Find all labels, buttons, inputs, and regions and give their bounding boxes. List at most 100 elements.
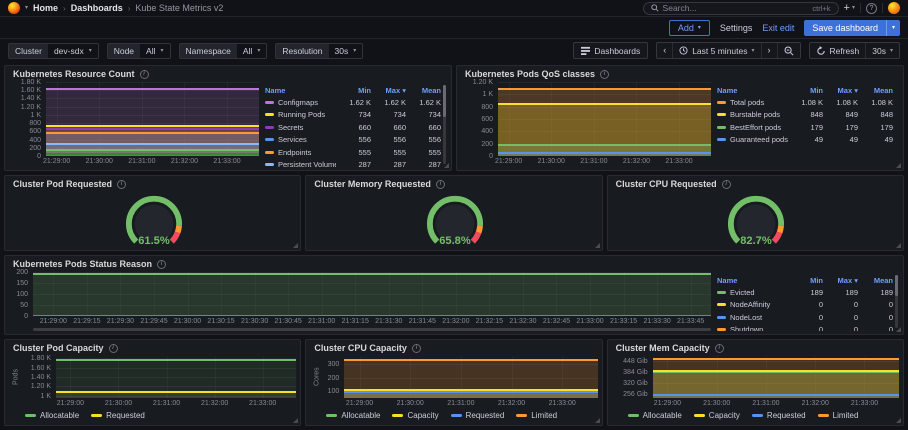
legend-item[interactable]: Capacity: [392, 411, 439, 420]
dashboards-button[interactable]: Dashboards: [573, 42, 649, 59]
panel-header[interactable]: Cluster CPU Requested i: [608, 176, 903, 192]
y-tick-label: 400: [481, 128, 493, 136]
exit-edit-button[interactable]: Exit edit: [762, 22, 795, 33]
refresh-interval-picker[interactable]: 30s ▾: [865, 43, 899, 58]
legend-item[interactable]: Capacity: [693, 411, 740, 420]
info-icon[interactable]: i: [108, 343, 118, 353]
gridline-horizontal: [56, 377, 297, 378]
legend-item[interactable]: Services 556 556 556: [265, 134, 441, 147]
gridline-vertical: [593, 82, 595, 156]
search-input[interactable]: Search... ctrl+k: [642, 1, 839, 15]
legend-item[interactable]: Requested: [91, 411, 145, 420]
variable-resolution[interactable]: Resolution 30s ▾: [275, 42, 364, 59]
legend-scrollbar[interactable]: [443, 85, 446, 164]
breadcrumb-home[interactable]: Home: [33, 3, 59, 13]
legend-item[interactable]: Requested: [450, 411, 505, 420]
legend-item[interactable]: Limited: [817, 411, 858, 420]
x-tick-label: 21:30:30: [240, 318, 269, 325]
info-icon[interactable]: i: [714, 343, 724, 353]
legend-item[interactable]: NodeAffinity 0 0 0: [717, 299, 893, 312]
legend-col-min[interactable]: Min: [810, 275, 823, 285]
legend-item[interactable]: Persistent Volume Claims 287 287 287: [265, 159, 441, 167]
legend-item[interactable]: Configmaps 1.62 K 1.62 K 1.62 K: [265, 96, 441, 109]
info-icon[interactable]: i: [435, 179, 445, 189]
series-fill: [344, 390, 598, 398]
settings-button[interactable]: Settings: [719, 22, 753, 33]
legend-col-mean[interactable]: Mean: [873, 275, 893, 285]
legend-col-max[interactable]: Max ▾: [837, 85, 858, 95]
time-shift-forward-button[interactable]: ›: [760, 43, 777, 58]
legend-col-min[interactable]: Min: [358, 85, 371, 95]
variable-namespace[interactable]: Namespace All ▾: [178, 42, 268, 59]
horizontal-scrollbar[interactable]: [33, 328, 711, 331]
grafana-logo-icon[interactable]: [8, 2, 20, 14]
legend-scrollbar[interactable]: [895, 275, 898, 328]
info-icon[interactable]: i: [157, 259, 167, 269]
panel-header[interactable]: Kubernetes Pods QoS classes i: [457, 66, 903, 82]
chevron-down-icon[interactable]: ▾: [25, 5, 29, 11]
x-tick-label: 21:31:00: [447, 400, 475, 407]
save-dashboard-dropdown[interactable]: ▾: [885, 19, 900, 36]
chevron-down-icon: ▾: [257, 47, 261, 54]
breadcrumb-dashboards[interactable]: Dashboards: [70, 3, 123, 13]
legend-item[interactable]: Allocatable: [326, 411, 380, 420]
info-icon[interactable]: i: [721, 179, 731, 189]
avatar[interactable]: [888, 2, 900, 14]
legend-col-mean[interactable]: Mean: [873, 85, 893, 95]
legend-col-max[interactable]: Max ▾: [385, 85, 406, 95]
legend-item[interactable]: Guaranteed pods 49 49 49: [717, 134, 893, 147]
panel-header[interactable]: Cluster Pod Capacity i: [5, 340, 300, 356]
legend-col-min[interactable]: Min: [810, 85, 823, 95]
save-dashboard-button[interactable]: Save dashboard ▾: [804, 19, 900, 36]
variable-cluster[interactable]: Cluster dev-sdx ▾: [8, 42, 99, 59]
legend-item[interactable]: Total pods 1.08 K 1.08 K 1.08 K: [717, 96, 893, 109]
legend-item[interactable]: Requested: [751, 411, 806, 420]
help-icon[interactable]: ?: [866, 2, 877, 14]
variable-node[interactable]: Node All ▾: [106, 42, 171, 59]
time-range-picker[interactable]: Last 5 minutes ▾: [672, 43, 760, 58]
legend-item[interactable]: Evicted 189 189 189: [717, 286, 893, 299]
info-icon[interactable]: i: [600, 69, 610, 79]
panel-header[interactable]: Cluster Mem Capacity i: [608, 340, 903, 356]
series-color-swatch: [265, 150, 274, 154]
legend-col-name[interactable]: Name: [265, 85, 286, 95]
legend-item[interactable]: Secrets 660 660 660: [265, 121, 441, 134]
legend-col-name[interactable]: Name: [717, 275, 738, 285]
series-name: Requested: [465, 411, 505, 420]
search-placeholder: Search...: [662, 3, 697, 13]
panel-header[interactable]: Kubernetes Resource Count i: [5, 66, 451, 82]
panel-cluster-cpu-requested: Cluster CPU Requested i 82.7%: [606, 175, 904, 251]
panel-header[interactable]: Cluster Memory Requested i: [306, 176, 601, 192]
gridline-vertical: [657, 272, 659, 316]
legend-item[interactable]: Allocatable: [25, 411, 79, 420]
add-new-button[interactable]: + ▾: [843, 1, 855, 14]
legend-col-name[interactable]: Name: [717, 85, 738, 95]
gridline-vertical: [141, 82, 143, 156]
legend-item[interactable]: Burstable pods 848 849 848: [717, 109, 893, 122]
time-shift-back-button[interactable]: ‹: [663, 45, 667, 55]
series-line: [652, 394, 899, 397]
add-panel-button[interactable]: Add ▾: [668, 19, 710, 36]
gridline-vertical: [359, 356, 361, 398]
panel-header[interactable]: Cluster Pod Requested i: [5, 176, 300, 192]
info-icon[interactable]: i: [117, 179, 127, 189]
zoom-out-button[interactable]: [776, 43, 800, 58]
panel-header[interactable]: Cluster CPU Capacity i: [306, 340, 601, 356]
series-stat: 179: [810, 122, 823, 132]
y-tick-label: 100: [16, 290, 28, 298]
panel-header[interactable]: Kubernetes Pods Status Reason i: [5, 256, 903, 272]
legend-item[interactable]: Endpoints 555 555 555: [265, 146, 441, 159]
legend-col-max[interactable]: Max ▾: [837, 275, 858, 285]
legend-item[interactable]: Running Pods 734 734 734: [265, 109, 441, 122]
legend-item[interactable]: NodeLost 0 0 0: [717, 311, 893, 324]
legend-item[interactable]: Allocatable: [627, 411, 682, 420]
y-tick-label: 1.20 K: [20, 103, 41, 111]
info-icon[interactable]: i: [139, 69, 149, 79]
legend-item[interactable]: BestEffort pods 179 179 179: [717, 121, 893, 134]
panel-kubernetes-pods-qos-classes: Kubernetes Pods QoS classes i 1.20 K 1 K 8…: [456, 65, 904, 171]
legend-item[interactable]: Shutdown 0 0 0: [717, 324, 893, 331]
info-icon[interactable]: i: [411, 343, 421, 353]
legend-item[interactable]: Limited: [516, 411, 557, 420]
refresh-button[interactable]: Refresh: [810, 43, 866, 58]
legend-col-mean[interactable]: Mean: [421, 85, 441, 95]
